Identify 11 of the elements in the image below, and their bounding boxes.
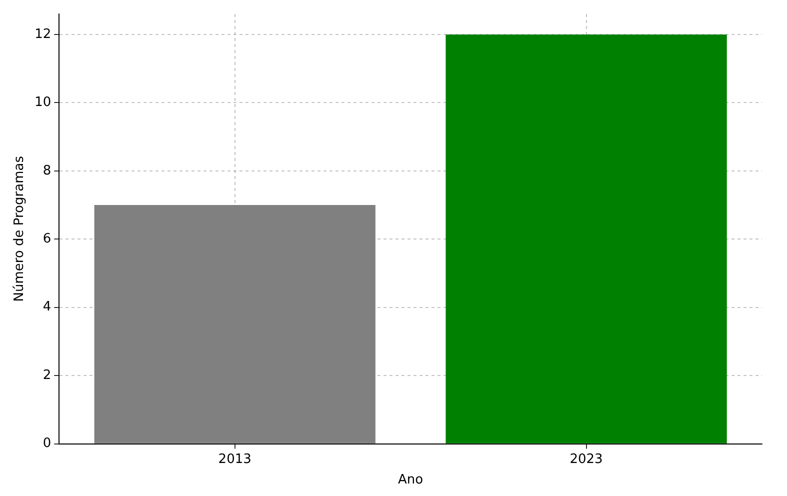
- y-tick-label: 10: [34, 95, 52, 110]
- y-tick-label: 8: [42, 163, 52, 178]
- y-tick-label: 12: [34, 26, 52, 42]
- x-tick-label: 2023: [570, 452, 603, 467]
- y-tick-label: 6: [42, 232, 52, 247]
- y-axis-title: Número de Programas: [12, 156, 28, 302]
- y-tick-label: 0: [42, 436, 52, 452]
- y-tick-label: 2: [42, 368, 52, 383]
- y-tick-label: 4: [42, 300, 52, 315]
- x-tick-label: 2013: [218, 452, 252, 467]
- x-axis-title: Ano: [398, 472, 424, 488]
